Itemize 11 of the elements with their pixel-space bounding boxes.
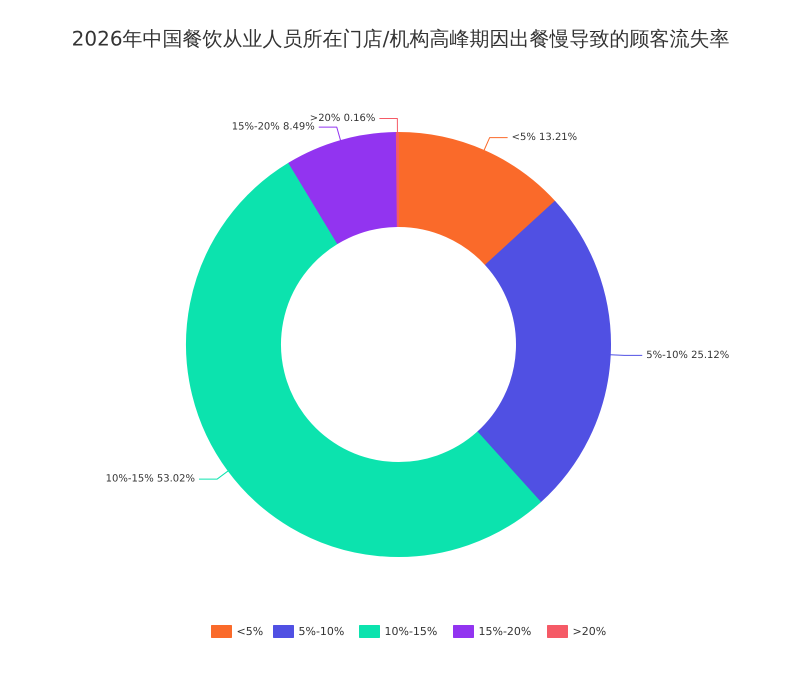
data-label: <5% 13.21%	[512, 132, 578, 144]
legend-label: >20%	[572, 625, 606, 638]
legend-label: 10%-15%	[384, 625, 438, 638]
legend-label: 5%-10%	[298, 625, 344, 638]
data-label: 10%-15% 53.02%	[106, 474, 196, 485]
chart-title: 2026年中国餐饮从业人员所在门店/机构高峰期因出餐慢导致的顾客流失率	[72, 26, 730, 50]
legend-label: <5%	[236, 625, 264, 638]
data-label: 15%-20% 8.49%	[232, 122, 315, 133]
data-label: >20% 0.16%	[310, 113, 376, 124]
data-label: 5%-10% 25.12%	[646, 350, 730, 361]
legend-label: 15%-20%	[478, 625, 532, 638]
